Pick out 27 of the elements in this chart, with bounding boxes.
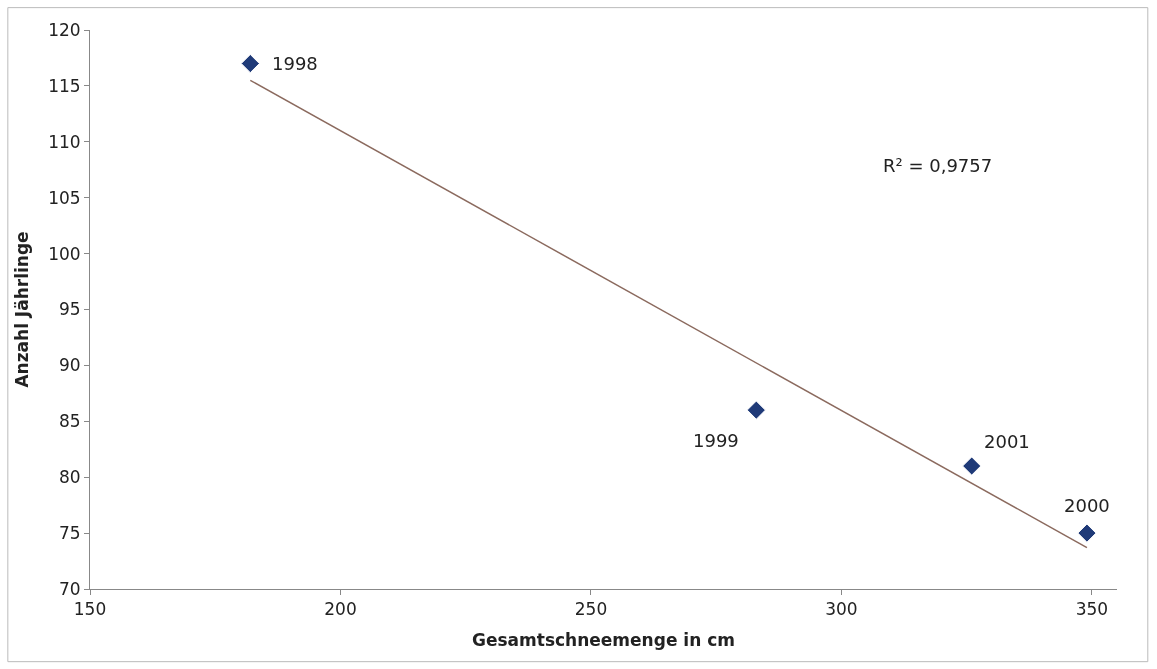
y-axis-title: Anzahl Jährlinge bbox=[11, 231, 32, 388]
y-tick-label: 90 bbox=[58, 355, 81, 376]
annotation: 2001 bbox=[984, 431, 1030, 452]
x-tick-label: 200 bbox=[324, 599, 357, 620]
y-tick-label: 120 bbox=[48, 19, 81, 40]
point bbox=[1077, 523, 1097, 543]
y-tick-label: 75 bbox=[58, 523, 81, 544]
x-tick-label: 150 bbox=[73, 599, 107, 620]
annotation: 1999 bbox=[693, 430, 739, 451]
x-tick-label: 350 bbox=[1075, 599, 1109, 620]
y-tick-label: 70 bbox=[58, 578, 81, 599]
point bbox=[962, 456, 982, 476]
annotation: R² = 0,9757 bbox=[883, 155, 993, 176]
point bbox=[746, 400, 766, 420]
y-tick-label: 95 bbox=[58, 299, 81, 320]
annotation: 1998 bbox=[272, 53, 318, 74]
y-tick-label: 105 bbox=[48, 187, 81, 208]
annotation: 2000 bbox=[1064, 495, 1110, 516]
x-tick-label: 300 bbox=[825, 599, 858, 620]
y-tick-label: 80 bbox=[58, 467, 81, 488]
y-tick-label: 85 bbox=[58, 411, 81, 432]
y-tick-label: 110 bbox=[48, 131, 81, 152]
y-tick-label: 115 bbox=[48, 75, 81, 96]
point bbox=[240, 53, 260, 74]
x-axis-title: Gesamtschneemenge in cm bbox=[472, 629, 735, 650]
x-tick-label: 250 bbox=[574, 599, 608, 620]
y-tick-label: 100 bbox=[48, 243, 81, 264]
